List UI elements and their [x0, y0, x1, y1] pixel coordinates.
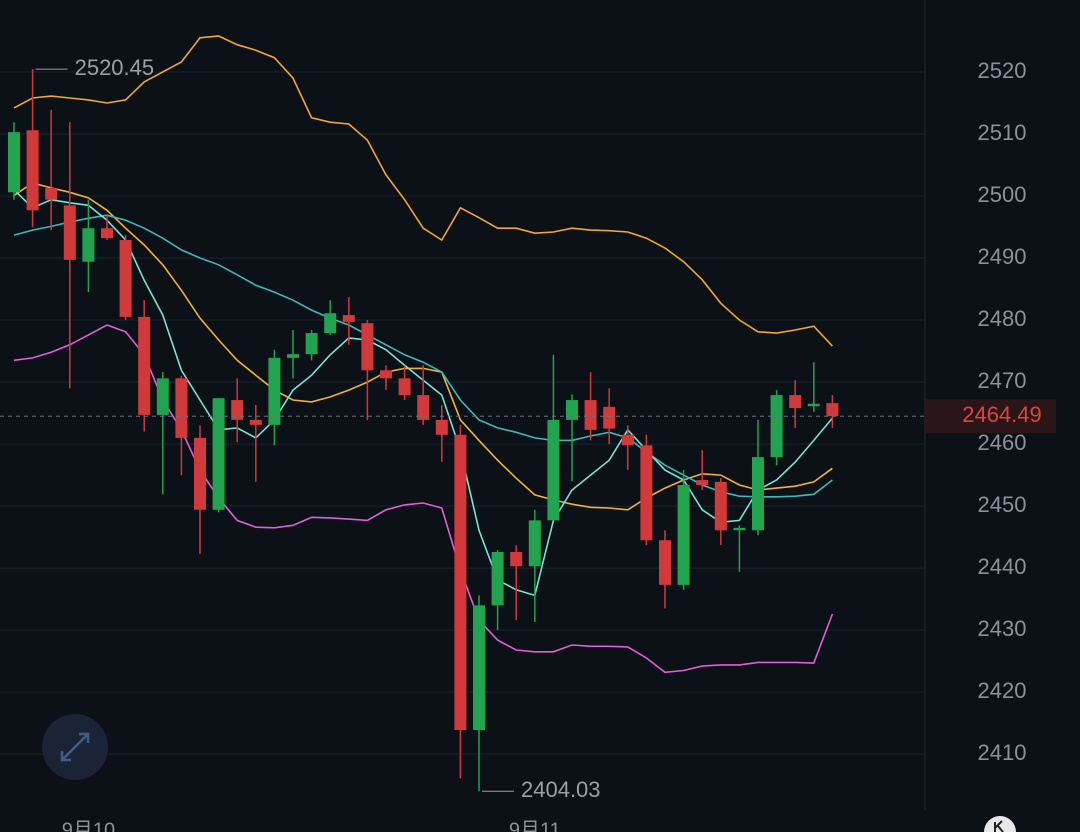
candle-body — [398, 378, 411, 396]
y-tick-label: 2500 — [978, 182, 1027, 207]
y-tick-label: 2410 — [978, 740, 1027, 765]
candle-body — [807, 403, 820, 407]
max-label: 2520.45 — [75, 55, 155, 80]
expand-icon[interactable] — [60, 732, 90, 762]
candle-body — [621, 434, 634, 446]
candle-body — [584, 400, 597, 430]
y-tick-label: 2490 — [978, 244, 1027, 269]
indicator-line — [13, 324, 834, 674]
candle-body — [361, 323, 374, 371]
candle-body — [454, 434, 467, 730]
indicator-line — [13, 35, 833, 347]
candle-body — [119, 240, 132, 317]
candle-body — [566, 400, 578, 420]
candle-body — [677, 485, 690, 585]
candle-body — [789, 395, 802, 409]
y-tick-label: 2420 — [978, 678, 1027, 703]
candle-body — [268, 357, 281, 425]
candle-body — [231, 400, 244, 420]
candle-body — [45, 187, 58, 200]
k-icon[interactable] — [994, 820, 1004, 832]
candle-body — [342, 315, 355, 322]
candle-body — [417, 395, 430, 420]
candle-body — [603, 406, 616, 429]
indicator-line — [13, 214, 833, 498]
candle-body — [212, 398, 225, 510]
candle-body — [473, 605, 485, 730]
candle-body — [714, 481, 727, 531]
y-tick-label: 2520 — [978, 58, 1027, 83]
expand-button[interactable] — [42, 714, 108, 780]
current-price-label: 2464.49 — [962, 402, 1042, 427]
candle-body — [26, 130, 39, 211]
candle-body — [640, 445, 653, 541]
y-tick-label: 2450 — [978, 492, 1027, 517]
candle-body — [752, 457, 764, 531]
candle-body — [287, 354, 299, 358]
x-tick-label: 9月11 — [509, 819, 561, 832]
y-tick-label: 2480 — [978, 306, 1027, 331]
current-price-box — [925, 399, 1056, 434]
y-tick-label: 2440 — [978, 554, 1027, 579]
candle-body — [491, 551, 504, 606]
candle-body — [826, 403, 839, 417]
candle-body — [175, 378, 188, 438]
candle-body — [101, 228, 113, 239]
candle-body — [510, 551, 523, 567]
min-label: 2404.03 — [521, 777, 601, 802]
candle-body — [249, 419, 262, 425]
candle-body — [380, 370, 392, 379]
candle-body — [696, 480, 709, 486]
y-tick-label: 2510 — [978, 120, 1027, 145]
candle-body — [659, 540, 671, 585]
candles — [8, 69, 839, 792]
candle-body — [733, 527, 746, 531]
y-tick-label: 2470 — [978, 368, 1027, 393]
candle-body — [547, 419, 560, 521]
y-tick-label: 2430 — [978, 616, 1027, 641]
labels: 2410 2420 2430 2440 2450 2460 2470 2480 2490 2500… — [0, 55, 1056, 832]
candle-body — [156, 378, 169, 415]
candle-body — [324, 313, 337, 334]
candle-body — [528, 520, 541, 567]
candle-body — [8, 132, 20, 193]
candle-body — [138, 316, 151, 415]
candle-body — [194, 437, 206, 510]
k-button[interactable] — [984, 816, 1016, 832]
y-tick-label: 2460 — [978, 430, 1027, 455]
candle-body — [82, 228, 95, 262]
candle-body — [435, 419, 448, 435]
candle-body — [63, 205, 76, 260]
candle-body — [770, 395, 783, 458]
x-tick-label: 9月10 — [62, 819, 115, 832]
candle-body — [305, 333, 318, 355]
